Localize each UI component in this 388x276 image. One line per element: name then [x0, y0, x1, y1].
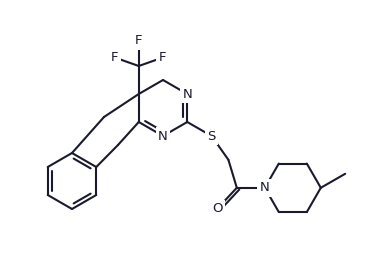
Text: F: F — [159, 51, 166, 64]
Text: N: N — [260, 181, 270, 194]
Text: S: S — [208, 129, 216, 142]
Text: N: N — [158, 129, 168, 142]
Text: N: N — [260, 181, 270, 194]
Text: F: F — [135, 34, 142, 47]
Text: F: F — [111, 51, 119, 64]
Text: O: O — [212, 202, 222, 215]
Text: N: N — [182, 87, 192, 100]
